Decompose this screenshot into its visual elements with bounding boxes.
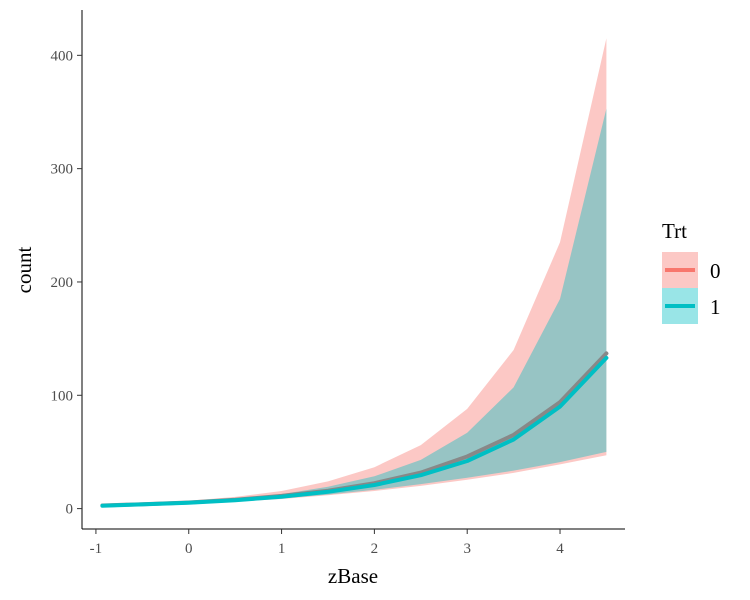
legend-label-0: 0 [710, 259, 721, 283]
x-tick-label: -1 [90, 541, 103, 557]
x-tick-label: 0 [185, 541, 193, 557]
y-tick-label: 0 [66, 502, 74, 518]
x-axis-title: zBase [328, 564, 378, 588]
y-axis-title: count [12, 247, 36, 294]
legend: Trt 0 1 [662, 219, 721, 324]
legend-label-1: 1 [710, 295, 721, 319]
y-tick-label: 200 [51, 275, 74, 291]
y-tick-label: 300 [51, 162, 74, 178]
confidence-band-1 [102, 108, 607, 507]
confidence-band-0 [102, 38, 607, 507]
fit-line-1 [100, 355, 609, 508]
y-tick-label: 100 [51, 388, 74, 404]
legend-title: Trt [662, 219, 687, 243]
x-tick-label: 4 [556, 541, 564, 557]
x-tick-label: 1 [278, 541, 286, 557]
x-tick-label: 3 [463, 541, 471, 557]
y-tick-label: 400 [51, 48, 74, 64]
x-tick-label: 2 [371, 541, 379, 557]
